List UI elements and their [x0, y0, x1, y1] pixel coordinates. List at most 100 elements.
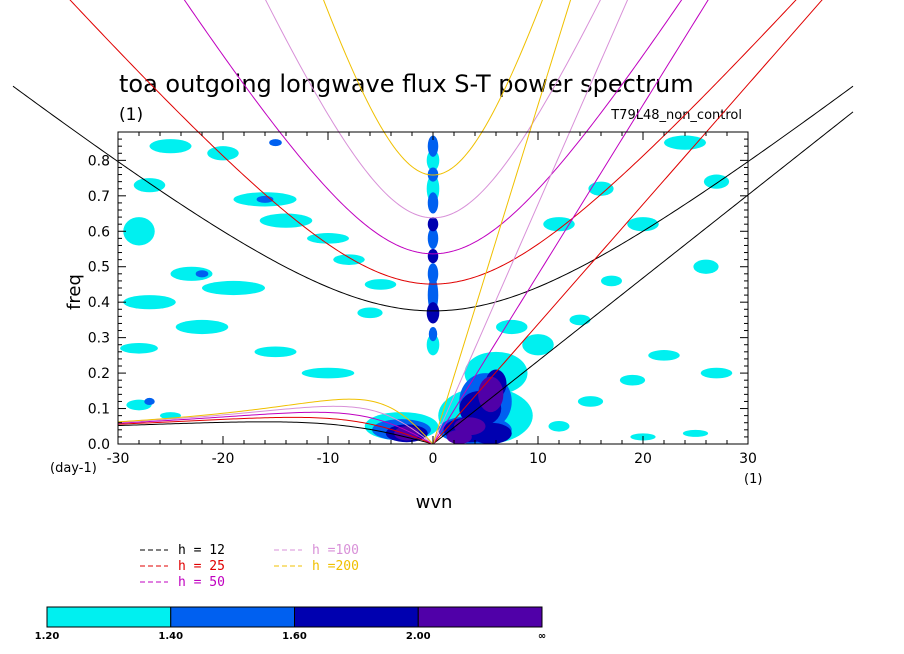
y-tick-label: 0.4 [88, 295, 110, 311]
x-axis-label: wvn [416, 492, 453, 513]
kelvin-curve [432, 0, 709, 445]
y-tick-label: 0.2 [88, 366, 110, 382]
contour-region [202, 280, 265, 296]
rossby-curve [117, 421, 434, 445]
contour-region [496, 319, 528, 335]
axis-ticks: -30 -20 -10 0 10 20 30 0.0 0.1 0.2 0.3 0.4 0.5 0.6 0.7… [88, 132, 757, 467]
rossby-curve [117, 405, 434, 445]
contour-region [428, 327, 438, 342]
colorbar-segment [417, 606, 543, 628]
y-tick-label: 0.1 [88, 402, 110, 418]
contour-region [427, 135, 439, 157]
gravity-curve [69, 0, 797, 285]
contour-region [569, 314, 591, 326]
contour-region [426, 149, 440, 171]
rossby-curve [117, 411, 434, 445]
legend-label: h = 50 [178, 575, 225, 590]
chart-title: toa outgoing longwave flux S-T power spe… [119, 70, 694, 98]
rossby-curve [117, 416, 434, 445]
contour-region [648, 350, 680, 361]
gravity-curve [265, 0, 601, 219]
contour-region [195, 270, 209, 278]
contour-region [269, 139, 282, 147]
colorbar: 1.20 1.40 1.60 2.00 ∞ [35, 606, 546, 642]
contour-region [207, 146, 239, 161]
colorbar-segment [46, 606, 172, 628]
contour-region [446, 429, 472, 444]
dataset-label: T79L48_non_control [610, 108, 742, 123]
kelvin-curve [432, 0, 572, 445]
x-tick-label: 30 [739, 451, 757, 467]
contour-region [427, 167, 439, 182]
contour-region [364, 279, 397, 290]
colorbar-segment [294, 606, 419, 628]
x-tick-label: 10 [529, 451, 547, 467]
contour-region [394, 426, 420, 441]
colorbar-level-label: 1.40 [158, 631, 183, 642]
legend-label: h = 25 [178, 559, 225, 574]
contour-region [123, 217, 155, 246]
dispersion-curves-outside [12, 0, 854, 445]
contour-region [175, 319, 229, 335]
contour-region [703, 174, 730, 189]
contour-region [427, 217, 439, 232]
contour-region [170, 266, 213, 281]
y-tick-label: 0.0 [88, 437, 110, 453]
contour-region [427, 263, 439, 285]
contour-region [301, 367, 355, 379]
gravity-curve [183, 0, 683, 255]
x-unit-label: (1) [744, 472, 762, 487]
legend-label: h =100 [312, 543, 359, 558]
contour-region [522, 334, 554, 356]
y-unit-label: (day-1) [50, 461, 97, 476]
title-unit: (1) [119, 105, 143, 125]
contour-region [307, 233, 349, 244]
x-tick-label: -20 [212, 451, 235, 467]
contour-region [700, 367, 733, 379]
contour-region [619, 374, 646, 386]
kelvin-curve [432, 111, 854, 445]
contour-region [664, 135, 706, 150]
kelvin-curve [432, 0, 629, 445]
contour-region [427, 192, 439, 214]
contour-region [577, 396, 604, 407]
colorbar-level-label: ∞ [538, 631, 546, 642]
legend-label: h =200 [312, 559, 359, 574]
contour-region [693, 259, 719, 274]
contour-region [588, 181, 614, 196]
x-tick-label: 20 [634, 451, 652, 467]
rossby-curve [117, 398, 434, 445]
contour-region [426, 334, 440, 356]
contour-region [259, 213, 313, 228]
contour-region [149, 139, 192, 154]
contour-region [120, 342, 158, 354]
contour-field [120, 135, 733, 444]
y-tick-label: 0.6 [88, 224, 110, 240]
colorbar-level-label: 2.00 [406, 631, 431, 642]
contour-region [548, 420, 570, 432]
x-tick-label: -10 [317, 451, 340, 467]
kelvin-curve [432, 0, 823, 445]
contour-region [601, 275, 622, 287]
colorbar-segment [170, 606, 295, 628]
contour-region [426, 302, 440, 324]
gravity-curve [12, 85, 854, 312]
y-tick-label: 0.7 [88, 189, 110, 205]
contour-region [254, 346, 297, 358]
colorbar-level-label: 1.20 [35, 631, 60, 642]
legend-label: h = 12 [178, 543, 225, 558]
contour-region [357, 307, 383, 319]
contour-region [478, 376, 504, 413]
x-tick-label: -30 [107, 451, 130, 467]
y-tick-label: 0.8 [88, 153, 110, 169]
y-tick-label: 0.3 [88, 331, 110, 347]
contour-region [144, 397, 155, 406]
contour-region [627, 217, 659, 232]
contour-region [427, 249, 439, 264]
colorbar-level-label: 1.60 [282, 631, 307, 642]
contour-region [682, 429, 709, 437]
y-tick-label: 0.5 [88, 260, 110, 276]
y-axis-label: freq [64, 274, 85, 310]
gravity-curve [323, 0, 543, 176]
